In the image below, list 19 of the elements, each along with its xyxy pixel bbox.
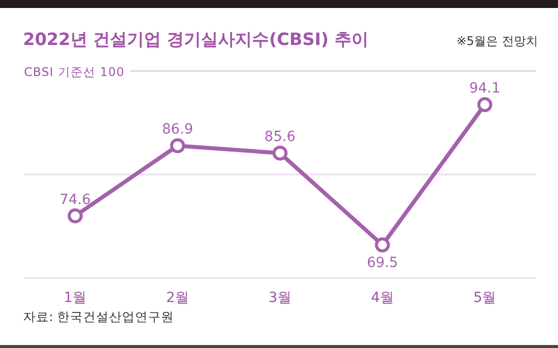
x-tick-label: 2월 bbox=[166, 290, 190, 306]
data-label: 69.5 bbox=[366, 254, 398, 271]
x-tick-label: 5월 bbox=[473, 290, 496, 306]
point bbox=[68, 208, 83, 224]
data-label: 94.1 bbox=[469, 80, 500, 97]
data-label: 85.6 bbox=[264, 129, 296, 146]
ref-line-label: CBSI 기준선 100 bbox=[24, 65, 124, 79]
x-tick-label: 1월 bbox=[64, 290, 87, 306]
text: 자료: 한국건설산업연구원 bbox=[23, 309, 174, 326]
point bbox=[477, 97, 492, 112]
point bbox=[170, 138, 186, 154]
point bbox=[374, 237, 390, 252]
text: ※5월은 전망치 bbox=[456, 33, 538, 50]
data-label: 74.6 bbox=[60, 192, 91, 208]
x-tick-label: 3월 bbox=[268, 290, 292, 306]
point bbox=[272, 146, 288, 161]
x-tick-label: 4월 bbox=[370, 290, 394, 306]
data-label: 86.9 bbox=[162, 122, 194, 138]
chart-title: 2022년 건설기업 경기실사지수(CBSI) 추이 bbox=[23, 29, 369, 51]
